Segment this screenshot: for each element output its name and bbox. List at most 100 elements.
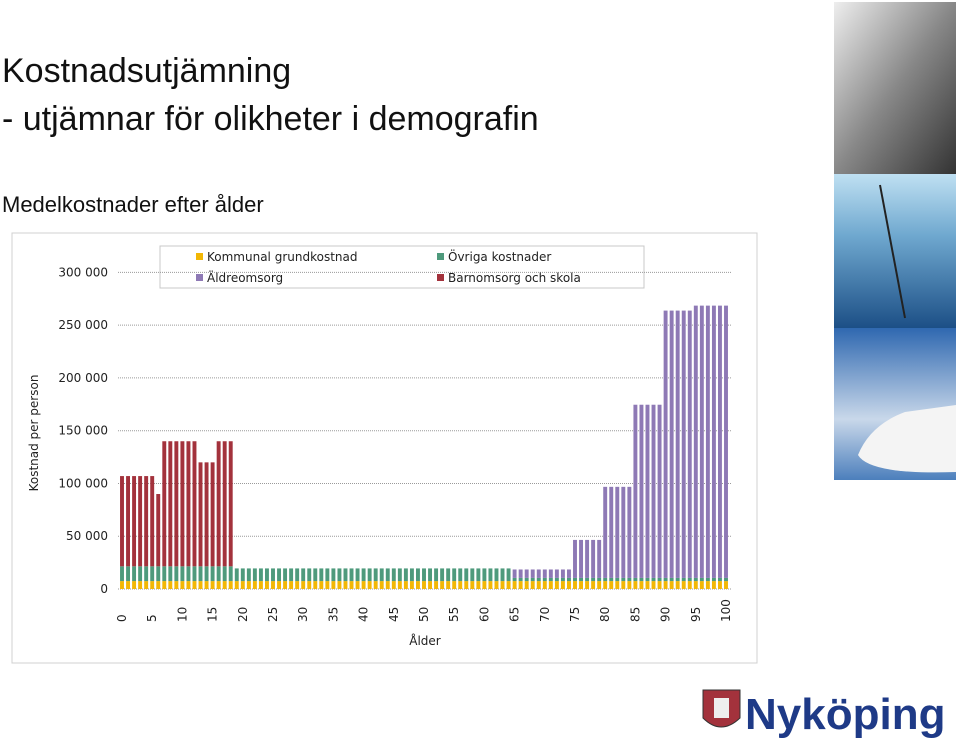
bar-segment [440,581,445,589]
x-tick-label: 40 [357,607,371,622]
bar-segment [633,581,638,589]
bar-segment [518,569,523,578]
bar-segment [415,568,420,582]
bar-segment [524,581,529,589]
bar-segment [512,569,517,578]
bar-segment [126,566,131,582]
bar-segment [687,310,692,578]
bar-segment [693,577,698,582]
bar-segment [349,581,354,589]
bar-segment [494,581,499,589]
bar-segment [180,441,185,567]
bar-segment [585,539,590,578]
bar-segment [548,577,553,582]
bar-segment [289,568,294,582]
bar-segment [301,581,306,589]
bar-segment [156,581,161,589]
bar-segment [657,577,662,582]
legend-label: Äldreomsorg [207,270,283,285]
bar-segment [307,581,312,589]
bar-segment [367,581,372,589]
bar-segment [687,581,692,589]
bar-segment [391,568,396,582]
bar-segment [325,581,330,589]
bar-segment [615,581,620,589]
bar-segment [319,568,324,582]
bar-segment [385,568,390,582]
bar-segment [657,404,662,578]
bar-segment [717,305,722,578]
bar-segment [512,577,517,582]
bar-segment [530,581,535,589]
bar-segment [295,581,300,589]
bar-segment [603,577,608,582]
bar-segment [711,577,716,582]
bar-segment [482,568,487,582]
x-tick-label: 5 [145,614,159,622]
bar-segment [548,581,553,589]
bar-segment [373,568,378,582]
bar-segment [216,566,221,582]
bar-segment [246,568,251,582]
bar-segment [355,568,360,582]
bar-segment [246,581,251,589]
legend-swatch [196,274,203,281]
bar-segment [156,566,161,582]
bar-segment [609,577,614,582]
bar-segment [264,581,269,589]
bar-segment [210,581,215,589]
bar-segment [138,476,143,567]
bar-segment [663,581,668,589]
bar-segment [337,581,342,589]
bar-segment [162,581,167,589]
bar-segment [144,581,149,589]
bar-segment [361,568,366,582]
bar-segment [343,581,348,589]
plane-nose [858,405,956,473]
bar-segment [120,476,124,567]
bar-segment [669,310,674,578]
bar-segment [464,568,469,582]
x-tick-label: 55 [447,607,461,622]
bar-segment [591,581,596,589]
bar-segment [488,581,493,589]
bar-segment [573,581,577,589]
bar-segment [524,569,529,578]
bar-segment [476,581,481,589]
bar-segment [216,441,221,567]
y-axis-label: Kostnad per person [27,375,41,492]
bar-segment [144,566,149,582]
bar-segment [717,581,722,589]
bar-segment [681,577,686,582]
bar-segment [174,581,179,589]
bar-segment [711,581,716,589]
x-tick-label: 90 [659,607,673,622]
bar-segment [657,581,662,589]
y-tick-label: 0 [100,582,108,596]
bar-segment [675,581,680,589]
x-tick-label: 60 [477,607,491,622]
legend-label: Övriga kostnader [448,248,551,264]
bar-segment [554,577,559,582]
bar-segment [283,581,288,589]
bar-segment [560,577,565,582]
bar-segment [192,581,197,589]
bar-segment [699,305,704,578]
bar-segment [331,581,336,589]
bar-segment [162,566,167,582]
x-tick-label: 100 [719,599,733,622]
bar-segment [409,581,414,589]
photo-sea [834,174,956,328]
y-tick-label: 250 000 [58,318,108,332]
bar-segment [440,568,445,582]
bar-segment [120,581,124,589]
bar-segment [693,305,698,578]
bar-segment [313,581,318,589]
bar-segment [560,569,565,578]
bar-segment [645,404,650,578]
bar-segment [422,581,426,589]
bar-segment [639,581,644,589]
bar-segment [162,441,167,567]
logo-text: Nyköping [745,690,945,738]
bar-segment [198,462,203,567]
